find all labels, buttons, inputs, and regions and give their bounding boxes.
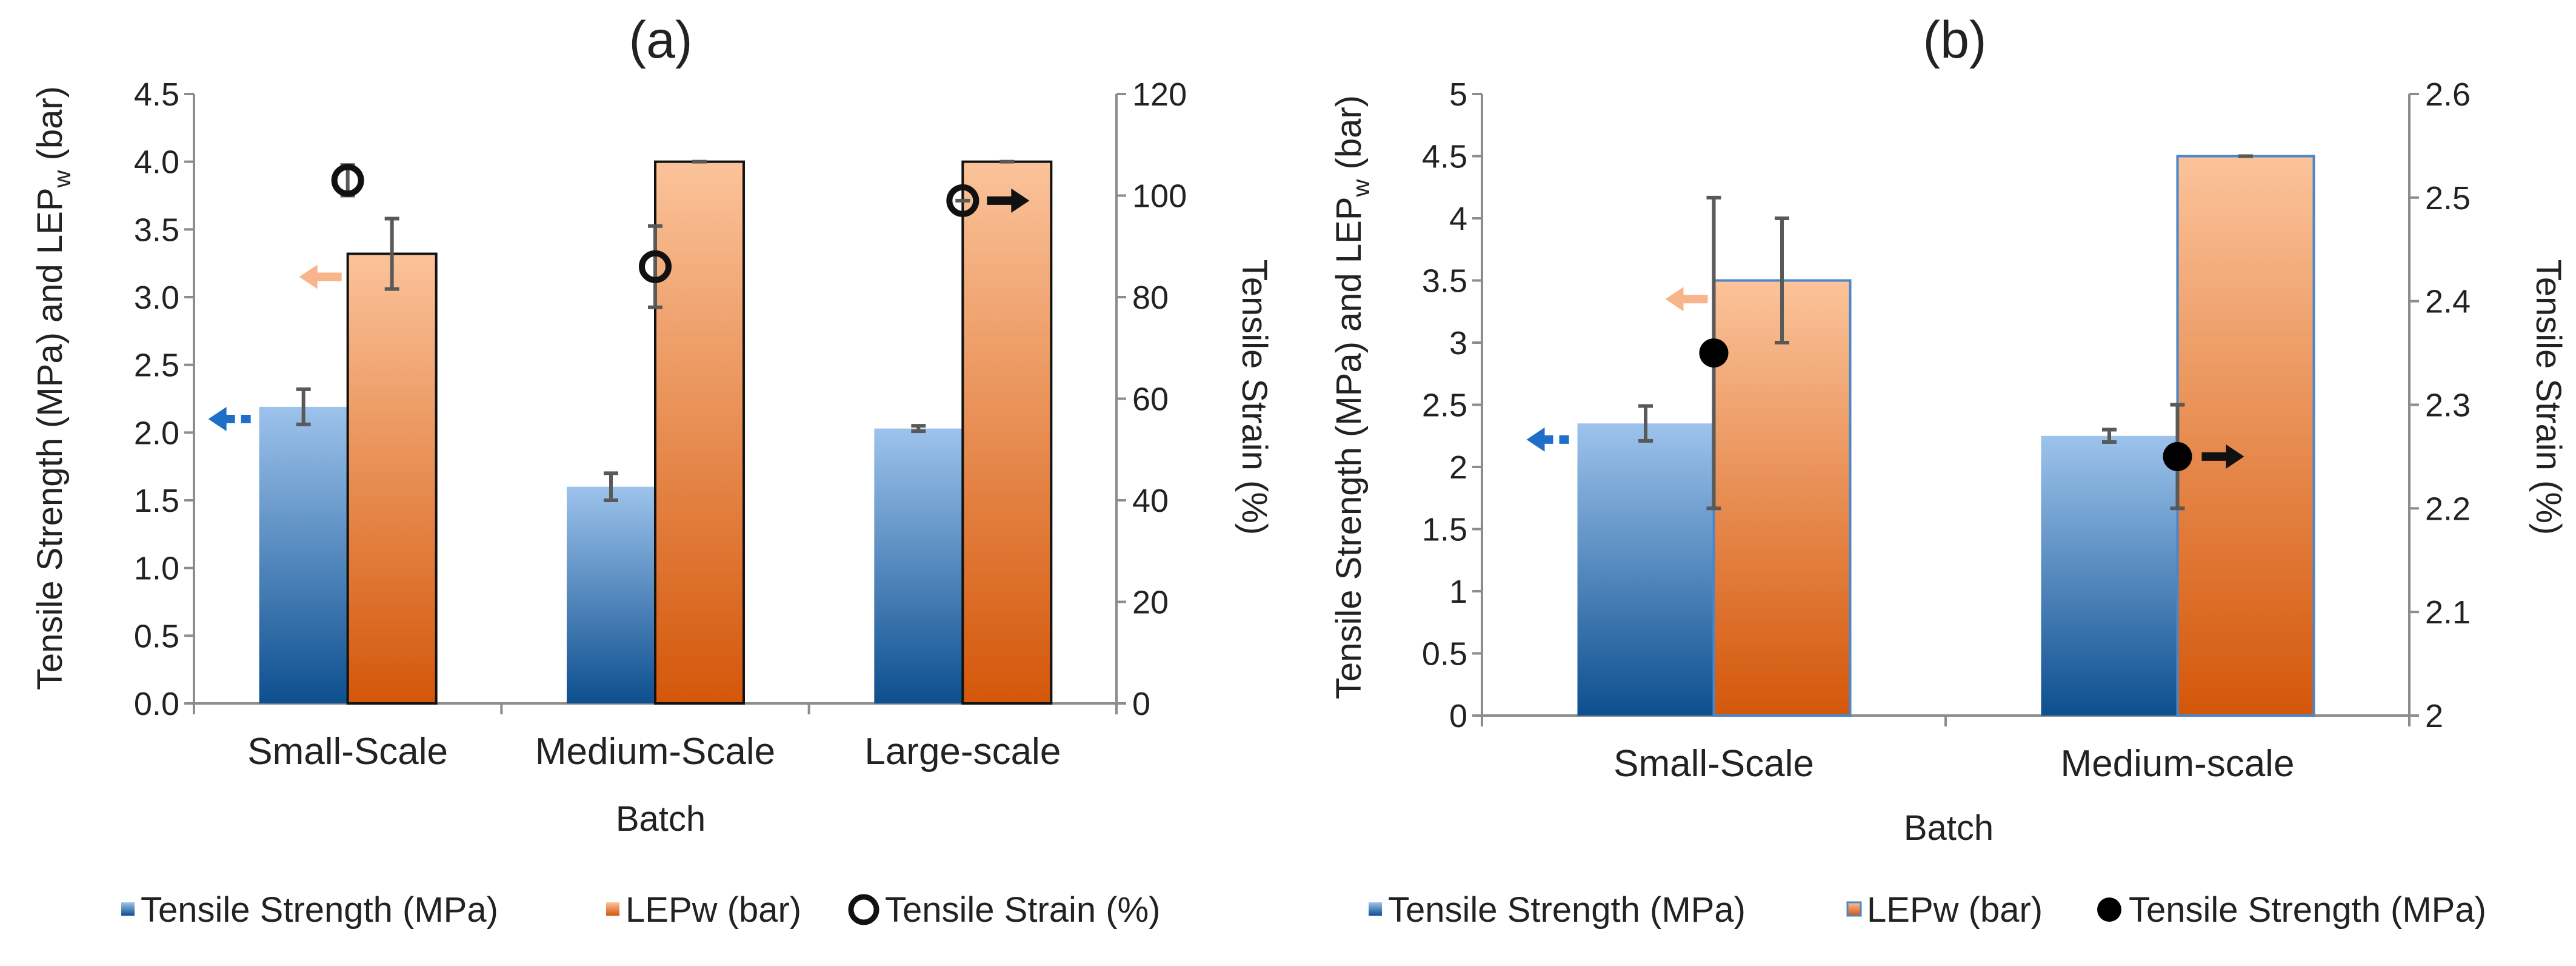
- legend-a-label-tensile-strain: Tensile Strain (%): [885, 890, 1160, 930]
- panel-a-left-tick-label: 4.5: [134, 76, 179, 113]
- panel-b-left-tick-label: 5: [1449, 76, 1467, 113]
- legend-a-label-lepw: LEPw (bar): [626, 890, 801, 930]
- panel-a: (a) Batch Tensile Strength (MPa) and LEP…: [30, 11, 1274, 930]
- panel-a-right-tick-label: 60: [1132, 381, 1169, 418]
- panel-b-category-label: Medium-scale: [2061, 743, 2295, 785]
- panel-b-right-tick-label: 2.1: [2425, 594, 2471, 631]
- panel-a-marker-1: [639, 250, 672, 283]
- legend-b-swatch-lepw: [1846, 901, 1862, 917]
- panel-a-title: (a): [629, 11, 692, 69]
- legend-b-label-lepw: LEPw (bar): [1867, 890, 2043, 930]
- panel-b-ylabel-right: Tensile Strain (%): [2529, 260, 2568, 535]
- legend-a-swatch-tensile-strength: [121, 902, 135, 916]
- panel-b-left-tick-label: 0: [1449, 698, 1467, 734]
- panel-a-category-label: Medium-Scale: [535, 731, 775, 773]
- panel-b-axis-arrow-orange-head: [1665, 287, 1684, 312]
- panel-a-marker-0: [331, 164, 364, 197]
- legend-a-swatch-lepw: [606, 902, 619, 916]
- legend-b-label-tensile-strength-2: Tensile Strength (MPa): [2129, 890, 2486, 930]
- panel-b-marker-1: [2163, 441, 2192, 471]
- panel-b-bar-orange-0: [1712, 279, 1852, 717]
- panel-b-left-tick-label: 1.5: [1422, 512, 1467, 548]
- panel-a-bar-blue-1: [567, 486, 655, 703]
- panel-a-marker-2: [946, 184, 979, 217]
- panel-b: (b) Batch Tensile Strength (MPa) and LEP…: [1329, 11, 2568, 930]
- legend-a-marker-tensile-strain: [848, 894, 879, 925]
- panel-a-right-tick-label: 20: [1132, 585, 1169, 621]
- panel-a-xlabel: Batch: [616, 799, 706, 839]
- panel-a-right-tick-label: 100: [1132, 178, 1187, 215]
- panel-b-category-label: Small-Scale: [1613, 743, 1814, 785]
- panel-a-ylabel-right: Tensile Strain (%): [1235, 260, 1274, 535]
- panel-a-left-tick-label: 0.5: [134, 618, 179, 654]
- panel-b-right-tick-label: 2.5: [2425, 180, 2471, 216]
- panel-a-category-label: Large-scale: [864, 731, 1061, 773]
- panel-a-plot: 0.0 0.5 1.0 1.5 2.0 2.5 3.0 3.5 4.0 4.5 0 20 40 60 80 1…: [134, 76, 1187, 773]
- panel-a-left-tick-label: 4.0: [134, 144, 179, 181]
- panel-a-right-tick-label: 40: [1132, 483, 1169, 519]
- panel-b-marker-0: [1699, 338, 1729, 368]
- panel-a-right-tick-label: 0: [1132, 686, 1150, 722]
- panel-b-plot: 0 0.5 1 1.5 2 2.5 3 3.5 4 4.5 5 2 2.1 2.2 2.3 2.4 2.5 2.6…: [1422, 76, 2471, 785]
- panel-a-axis-arrow-black-head: [1011, 188, 1030, 213]
- panel-a-left-tick-label: 0.0: [134, 686, 179, 722]
- panel-b-ylabel-left: Tensile Strength (MPa) and LEPw (bar): [1329, 95, 1375, 699]
- panel-b-bar-blue-0: [1577, 423, 1714, 716]
- panel-b-left-tick-label: 1: [1449, 574, 1467, 610]
- panel-b-bar-blue-1: [2041, 435, 2178, 716]
- panel-a-left-tick-label: 3.5: [134, 212, 179, 248]
- panel-b-right-tick-label: 2.2: [2425, 491, 2471, 527]
- panel-a-left-tick-label: 3.0: [134, 280, 179, 316]
- panel-a-bar-orange-2: [961, 160, 1053, 705]
- panel-a-right-tick-label: 80: [1132, 280, 1169, 316]
- panel-b-axis-arrow-black-head: [2226, 444, 2244, 469]
- panel-b-bar-orange-1: [2176, 155, 2315, 717]
- panel-b-left-tick-label: 4: [1449, 201, 1467, 237]
- panel-a-left-tick-label: 2.5: [134, 347, 179, 384]
- panel-a-left-tick-label: 2.0: [134, 415, 179, 451]
- panel-a-left-tick-label: 1.5: [134, 483, 179, 519]
- panel-b-right-tick-label: 2.6: [2425, 76, 2471, 113]
- panel-b-xlabel: Batch: [1904, 808, 1994, 848]
- panel-a-ylabel-left: Tensile Strength (MPa) and LEPw (bar): [30, 86, 76, 690]
- panel-a-legend: Tensile Strength (MPa) LEPw (bar) Tensil…: [121, 890, 1160, 930]
- legend-b-swatch-tensile-strength: [1369, 902, 1382, 916]
- panel-b-left-tick-label: 2: [1449, 449, 1467, 486]
- panel-a-bar-blue-2: [874, 428, 963, 703]
- panel-b-right-tick-label: 2: [2425, 698, 2443, 734]
- panel-b-left-tick-label: 4.5: [1422, 139, 1467, 175]
- panel-a-bar-orange-1: [654, 160, 745, 705]
- panel-a-axis-arrow-blue-dashed-head: [208, 407, 227, 431]
- panel-b-legend: Tensile Strength (MPa) LEPw (bar) Tensil…: [1369, 890, 2486, 930]
- panel-b-title: (b): [1923, 11, 1986, 69]
- panel-a-category-label: Small-Scale: [247, 731, 448, 773]
- panel-b-axis-arrow-blue-dashed-head: [1526, 427, 1545, 452]
- panel-a-left-tick-label: 1.0: [134, 551, 179, 587]
- panel-a-axis-arrow-orange-head: [299, 264, 318, 289]
- legend-b-marker-tensile-strength: [2097, 897, 2121, 922]
- panel-b-right-tick-label: 2.4: [2425, 284, 2471, 320]
- panel-b-left-tick-label: 2.5: [1422, 387, 1467, 424]
- panel-a-right-tick-label: 120: [1132, 76, 1187, 113]
- panel-b-left-tick-label: 3: [1449, 325, 1467, 361]
- legend-a-label-tensile-strength: Tensile Strength (MPa): [141, 890, 498, 930]
- panel-a-bar-blue-0: [259, 406, 348, 703]
- panel-b-right-tick-label: 2.3: [2425, 387, 2471, 424]
- panel-b-left-tick-label: 0.5: [1422, 636, 1467, 673]
- panel-b-left-tick-label: 3.5: [1422, 263, 1467, 300]
- legend-b-label-tensile-strength: Tensile Strength (MPa): [1388, 890, 1746, 930]
- panel-a-bar-orange-0: [346, 252, 438, 705]
